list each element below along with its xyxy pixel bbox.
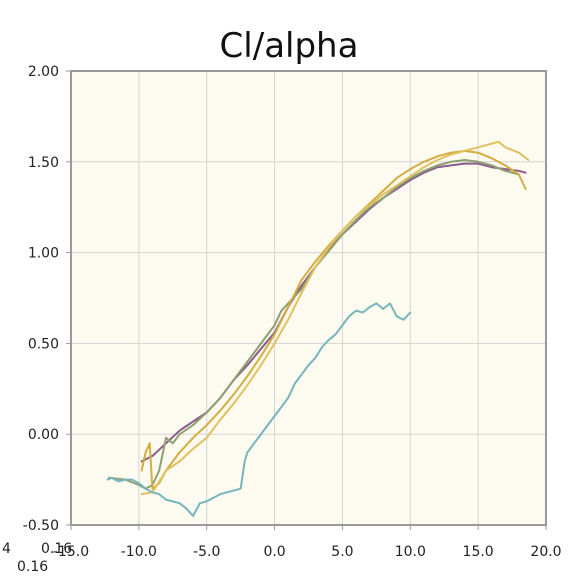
series-line-4 [140, 140, 530, 496]
y-tick-label: 0.00 [28, 427, 59, 443]
series-layer [106, 140, 530, 517]
x-tick-label: 15.0 [463, 544, 494, 560]
series-line-2 [108, 159, 520, 490]
y-tick-label: 1.00 [28, 246, 59, 262]
y-tick-label: -0.50 [23, 518, 59, 534]
y-axis-ticks: -0.50 0.00 0.50 1.00 1.50 2.00 [23, 64, 71, 534]
chart-title: Cl/alpha [220, 26, 359, 66]
x-tick-label: 20.0 [530, 544, 561, 560]
y-tick-label: 0.50 [28, 336, 59, 352]
x-tick-label: 10.0 [395, 544, 426, 560]
x-tick-label: -15.0 [53, 544, 89, 560]
stray-tick-label: 4 [2, 541, 11, 557]
y-tick-label: 1.50 [28, 155, 59, 171]
stray-tick-label: 0.16 [17, 559, 49, 575]
x-tick-label: -5.0 [193, 544, 220, 560]
series-line-5 [106, 302, 412, 517]
x-axis-ticks: -15.0 -10.0 -5.0 0.0 5.0 10.0 15.0 20.0 [53, 525, 562, 560]
x-tick-label: 5.0 [331, 544, 353, 560]
x-tick-label: -10.0 [121, 544, 157, 560]
x-tick-label: 0.0 [263, 544, 285, 560]
y-tick-label: 2.00 [28, 64, 59, 80]
plot-frame [70, 70, 547, 526]
plot-area [71, 71, 546, 525]
stray-tick-label: 0.16 [41, 541, 73, 557]
